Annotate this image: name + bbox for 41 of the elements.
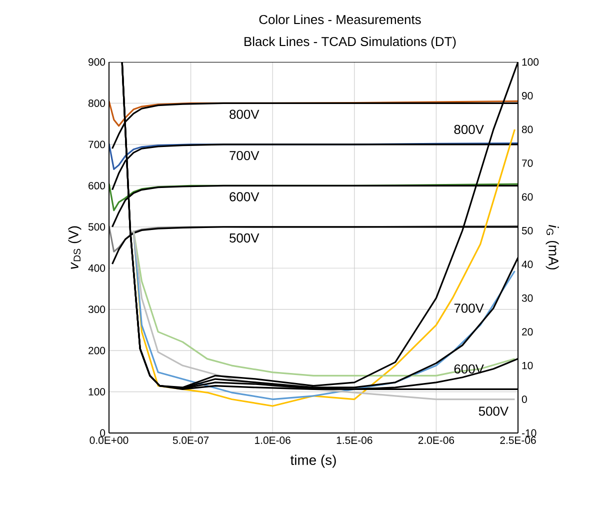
series-label: 800V: [230, 110, 260, 119]
series-label: 600V: [454, 364, 484, 374]
series-label: 500V: [478, 406, 509, 416]
x-tick-label: 1.0E-06: [255, 436, 290, 444]
y2-tick-label: -10: [522, 429, 536, 437]
y-tick-label: 900: [88, 58, 106, 66]
y-tick-label: 700: [88, 140, 106, 148]
series-label: 800V: [454, 124, 484, 134]
y2-tick-label: 70: [522, 159, 533, 167]
y2-tick-label: 20: [522, 328, 533, 336]
y2-tick-label: 0: [522, 396, 527, 403]
chart-subtitle: Black Lines - TCAD Simulations (DT): [244, 36, 456, 49]
series-label: 700V: [230, 150, 260, 160]
series-label: 600V: [230, 192, 260, 202]
x-tick-label: 0.0E+00: [90, 436, 128, 444]
chart-title: Color Lines - Measurements: [259, 14, 421, 24]
y-tick-label: 400: [88, 264, 106, 272]
y-tick-label: 300: [88, 306, 106, 314]
y-tick-label: 800: [88, 100, 106, 107]
y-tick-label: 600: [88, 182, 106, 190]
x-tick-label: 2.5E-06: [500, 436, 536, 444]
y-tick-label: 100: [88, 388, 106, 396]
y2-axis-title: i$_{G}$ (mA): [546, 224, 559, 270]
y2-tick-label: 10: [522, 362, 533, 370]
y2-tick-label: 60: [522, 193, 533, 201]
y-tick-label: 0: [100, 429, 106, 437]
y2-tick-label: 100: [522, 58, 539, 66]
y2-tick-label: 50: [522, 226, 533, 234]
y2-tick-label: 80: [522, 126, 533, 134]
y2-tick-label: 90: [522, 92, 533, 100]
x-tick-label: 5.0E-07: [172, 436, 209, 444]
y-axis-title: v$_{DS}$ (V): [68, 226, 82, 269]
y-tick-label: 200: [88, 346, 106, 354]
y2-tick-label: 30: [522, 294, 533, 302]
series-label: 700V: [454, 304, 484, 313]
y2-tick-label: 40: [522, 260, 533, 268]
series-label: 500V: [230, 233, 260, 243]
x-tick-label: 2.0E-06: [418, 436, 454, 444]
x-axis-title: time (s): [290, 454, 336, 468]
x-tick-label: 1.5E-06: [336, 436, 372, 444]
y-tick-label: 500: [88, 223, 106, 231]
